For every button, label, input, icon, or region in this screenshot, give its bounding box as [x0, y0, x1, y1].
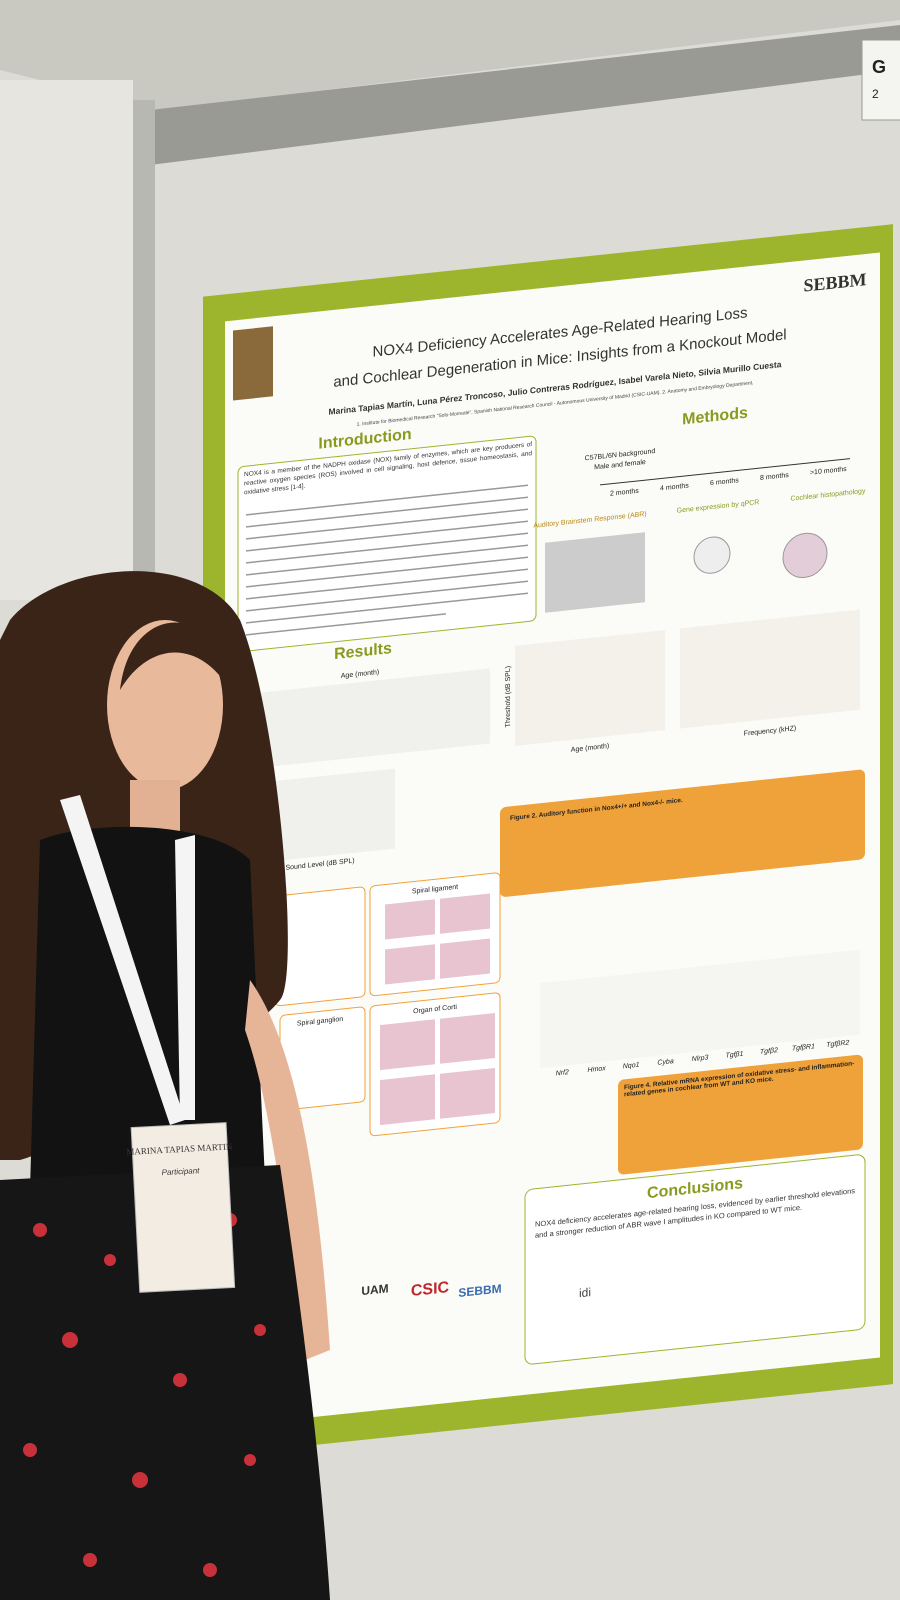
- gene-labels: Nrf2 Hmox Nqo1 Cyba Nlrp3 Tgfβ1 Tgfβ2 TgfβR1 Tgf…: [556, 1040, 850, 1078]
- skirt-flowers: [23, 1213, 266, 1577]
- hair-top: [120, 622, 230, 690]
- gene-label: TgfβR1: [792, 1043, 815, 1052]
- gene-label: Nqo1: [623, 1062, 640, 1071]
- results-label: Age (month): [571, 743, 609, 754]
- skirt: [0, 1165, 330, 1600]
- gene-label: Tgfβ1: [725, 1051, 743, 1060]
- results-label: Age (month): [341, 669, 379, 680]
- methods-age: 2 months: [610, 488, 639, 498]
- histo-images: [380, 893, 495, 1126]
- sign-letter: G: [872, 57, 886, 77]
- sponsor-logo: CSIC: [411, 1278, 450, 1300]
- timeline: [600, 458, 850, 486]
- figure4-caption-box: [618, 1054, 863, 1175]
- side-panel: [0, 80, 133, 600]
- badge-role: Participant: [161, 1166, 200, 1177]
- badge: [130, 1122, 236, 1293]
- sponsor-logo: SEBBM: [458, 1281, 501, 1300]
- gene-figure: [540, 949, 860, 1069]
- ceiling: [0, 0, 900, 110]
- poster: SEBBM NOX4 Deficiency Accelerates Age-Re…: [203, 224, 893, 1457]
- gene-label: Cyba: [657, 1058, 673, 1067]
- histo-label: Spiral ligament: [412, 884, 458, 896]
- histo-label: Organ of Corti: [413, 1004, 457, 1016]
- sign-number: 2: [872, 87, 879, 101]
- frame-post: [133, 100, 155, 580]
- intro-text-wrap: NOX4 is a member of the NADPH oxidase (N…: [244, 441, 532, 496]
- abr-illustration: [545, 532, 645, 613]
- gene-label: TgfβR2: [826, 1040, 849, 1049]
- methods-age: 4 months: [660, 482, 689, 492]
- frequency-figure: [680, 609, 860, 729]
- gene-label: Nrf2: [556, 1069, 569, 1077]
- lanyard: [60, 795, 185, 1125]
- methods-age: 8 months: [760, 472, 789, 482]
- threshold-figure: [515, 630, 665, 746]
- person: MARINA TAPIAS MARTIN Participant: [0, 571, 330, 1600]
- top-beam: [150, 25, 900, 165]
- results-label: Threshold (dB SPL): [505, 666, 512, 728]
- arm: [245, 980, 330, 1360]
- booth-sign: [861, 39, 900, 121]
- histo-illustration: [782, 532, 828, 579]
- figure2-caption-box: [500, 769, 865, 897]
- qpcr-illustration: [693, 536, 731, 574]
- intro-filler-lines: [246, 484, 528, 636]
- sponsor-logo: idi: [579, 1285, 591, 1300]
- gene-label: Tgfβ2: [760, 1047, 778, 1056]
- conclusions-box: [524, 1154, 866, 1365]
- histo-label: Spiral ganglion: [297, 1016, 343, 1028]
- sponsor-logo: UAM: [361, 1281, 388, 1298]
- poster-emblem: [233, 326, 273, 401]
- abr-waves-figure: [240, 668, 490, 770]
- intro-box: [237, 435, 537, 652]
- methods-age: >10 months: [810, 466, 847, 477]
- methods-age: 6 months: [710, 477, 739, 487]
- gene-label: Nlrp3: [692, 1054, 709, 1063]
- histo-panel: [274, 886, 366, 1007]
- lanyard: [175, 835, 195, 1120]
- gene-label: Hmox: [588, 1065, 607, 1074]
